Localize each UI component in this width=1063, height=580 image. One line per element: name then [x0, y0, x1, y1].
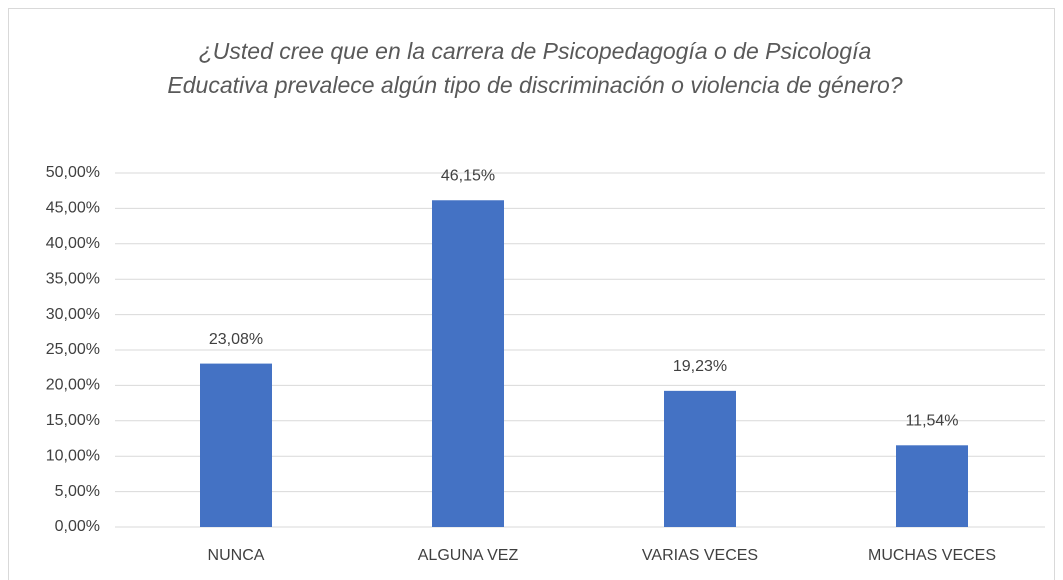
bar	[200, 363, 272, 527]
x-tick-label: VARIAS VECES	[642, 547, 758, 564]
y-tick-label: 35,00%	[46, 270, 100, 287]
y-tick-label: 50,00%	[46, 164, 100, 181]
y-tick-label: 40,00%	[46, 235, 100, 252]
bar	[664, 390, 736, 527]
data-label: 19,23%	[673, 358, 727, 375]
y-tick-label: 20,00%	[46, 377, 100, 394]
chart-border	[8, 8, 1055, 580]
y-tick-label: 15,00%	[46, 412, 100, 429]
y-tick-label: 30,00%	[46, 306, 100, 323]
x-tick-label: ALGUNA VEZ	[418, 547, 519, 564]
y-tick-label: 45,00%	[46, 200, 100, 217]
y-tick-label: 0,00%	[55, 518, 100, 535]
x-tick-label: NUNCA	[208, 547, 265, 564]
y-tick-label: 25,00%	[46, 341, 100, 358]
bar	[896, 445, 968, 527]
y-tick-label: 5,00%	[55, 483, 100, 500]
x-tick-label: MUCHAS VECES	[868, 547, 996, 564]
data-label: 23,08%	[209, 331, 263, 348]
chart-title: ¿Usted cree que en la carrera de Psicope…	[167, 38, 903, 98]
y-tick-label: 10,00%	[46, 447, 100, 464]
data-label: 46,15%	[441, 167, 495, 184]
bar	[432, 200, 504, 527]
data-label: 11,54%	[905, 413, 958, 430]
